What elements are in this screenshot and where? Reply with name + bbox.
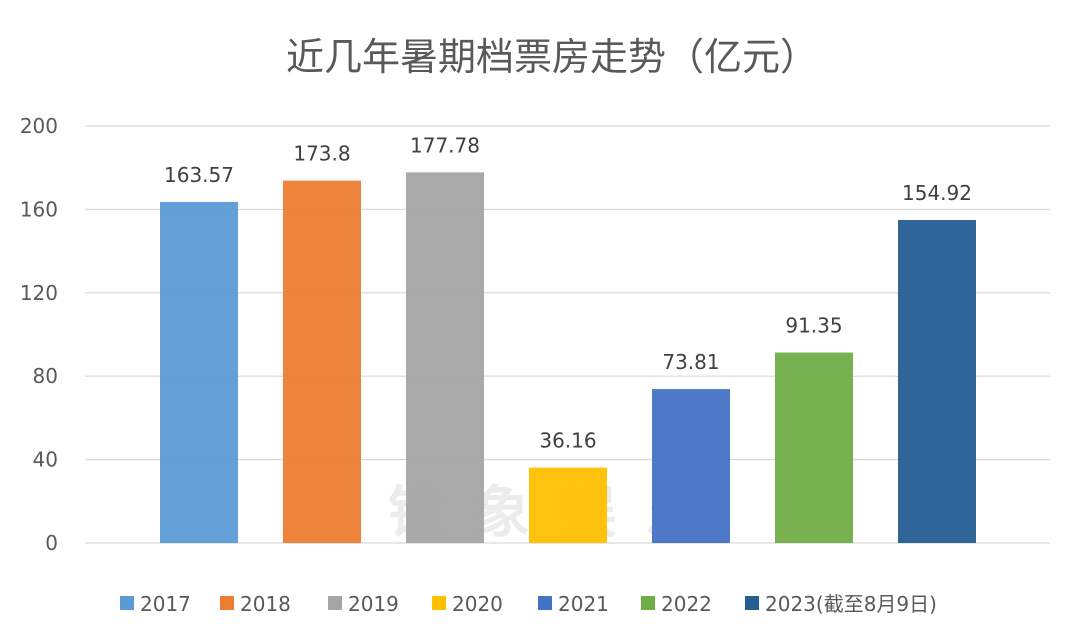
legend-swatch (220, 596, 234, 610)
chart-title: 近几年暑期档票房走势（亿元） (286, 35, 818, 79)
legend-label: 2023(截至8月9日) (765, 592, 937, 616)
legend-swatch (641, 596, 655, 610)
bar-2023(截至8月9日) (898, 219, 976, 543)
bar-2019 (406, 172, 484, 543)
data-label: 36.16 (539, 429, 596, 453)
bar-2021 (652, 389, 730, 543)
legend-item: 2018 (220, 592, 291, 616)
legend-item: 2017 (120, 592, 191, 616)
legend-swatch (120, 596, 134, 610)
legend-swatch (538, 596, 552, 610)
legend-label: 2019 (348, 592, 399, 616)
legend-swatch (745, 596, 759, 610)
legend-item: 2021 (538, 592, 609, 616)
legend-label: 2021 (558, 592, 609, 616)
bar-2018 (283, 180, 361, 543)
y-tick-label: 200 (20, 114, 58, 138)
data-label: 91.35 (785, 314, 842, 338)
y-tick-label: 120 (20, 281, 58, 305)
bar-2020 (529, 467, 607, 543)
y-tick-label: 80 (33, 364, 58, 388)
data-label: 73.81 (662, 350, 719, 374)
legend-label: 2022 (661, 592, 712, 616)
y-tick-label: 40 (33, 448, 58, 472)
bar-2017 (160, 201, 238, 543)
legend-label: 2017 (140, 592, 191, 616)
legend-item: 2022 (641, 592, 712, 616)
legend-swatch (432, 596, 446, 610)
data-label: 163.57 (164, 163, 234, 187)
legend-item: 2019 (328, 592, 399, 616)
data-label: 154.92 (902, 181, 972, 205)
legend-label: 2020 (452, 592, 503, 616)
data-label: 173.8 (293, 142, 350, 166)
y-tick-label: 0 (45, 531, 58, 555)
legend-item: 2020 (432, 592, 503, 616)
data-label: 177.78 (410, 133, 480, 157)
legend-label: 2018 (240, 592, 291, 616)
bar-2022 (775, 352, 853, 543)
legend-swatch (328, 596, 342, 610)
legend-item: 2023(截至8月9日) (745, 592, 937, 616)
y-tick-label: 160 (20, 197, 58, 221)
